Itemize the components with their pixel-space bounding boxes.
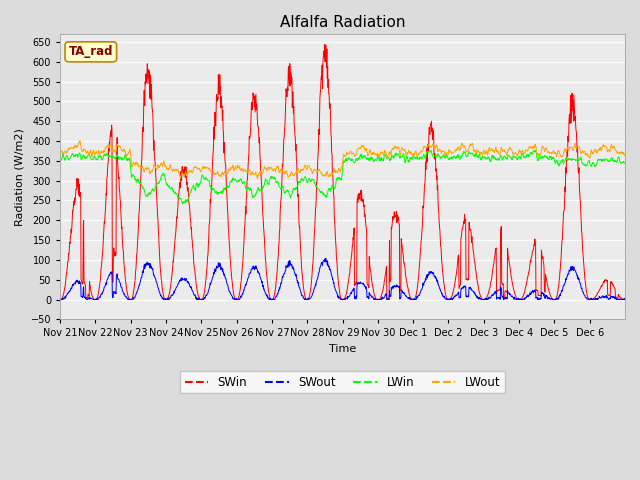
Text: TA_rad: TA_rad <box>68 45 113 59</box>
SWin <box>56 297 64 302</box>
SWout <box>317 262 325 268</box>
SWin <box>145 73 152 79</box>
LWin <box>317 190 325 195</box>
LWin <box>614 154 622 160</box>
Line: LWout: LWout <box>60 141 625 179</box>
SWout <box>476 296 484 302</box>
X-axis label: Time: Time <box>329 344 356 354</box>
SWout <box>621 297 629 302</box>
SWout <box>56 297 64 302</box>
LWin <box>559 159 567 165</box>
LWout <box>145 166 152 171</box>
SWout <box>614 296 622 302</box>
SWout <box>559 286 566 292</box>
SWin <box>614 295 622 301</box>
LWin <box>145 191 152 196</box>
Line: LWin: LWin <box>60 150 625 204</box>
SWin <box>317 76 325 82</box>
SWin <box>621 297 629 302</box>
LWout <box>253 176 261 181</box>
LWout <box>318 171 326 177</box>
SWout <box>145 261 152 267</box>
LWout <box>328 172 336 178</box>
Line: SWin: SWin <box>60 45 625 300</box>
Y-axis label: Radiation (W/m2): Radiation (W/m2) <box>15 128 25 226</box>
Legend: SWin, SWout, LWin, LWout: SWin, SWout, LWin, LWout <box>180 371 505 394</box>
LWin <box>179 201 186 207</box>
SWin <box>321 42 328 48</box>
LWout <box>621 153 629 158</box>
LWin <box>477 156 484 161</box>
Line: SWout: SWout <box>60 258 625 300</box>
LWout <box>559 153 567 158</box>
LWout <box>614 150 622 156</box>
SWout <box>322 255 330 261</box>
SWin <box>476 292 484 298</box>
LWout <box>56 151 64 157</box>
SWin <box>328 152 336 157</box>
LWin <box>621 161 629 167</box>
LWout <box>76 138 84 144</box>
LWout <box>477 150 484 156</box>
LWin <box>427 147 435 153</box>
LWin <box>56 154 64 160</box>
SWout <box>328 273 336 279</box>
LWin <box>328 182 336 188</box>
Title: Alfalfa Radiation: Alfalfa Radiation <box>280 15 405 30</box>
SWin <box>559 224 566 230</box>
